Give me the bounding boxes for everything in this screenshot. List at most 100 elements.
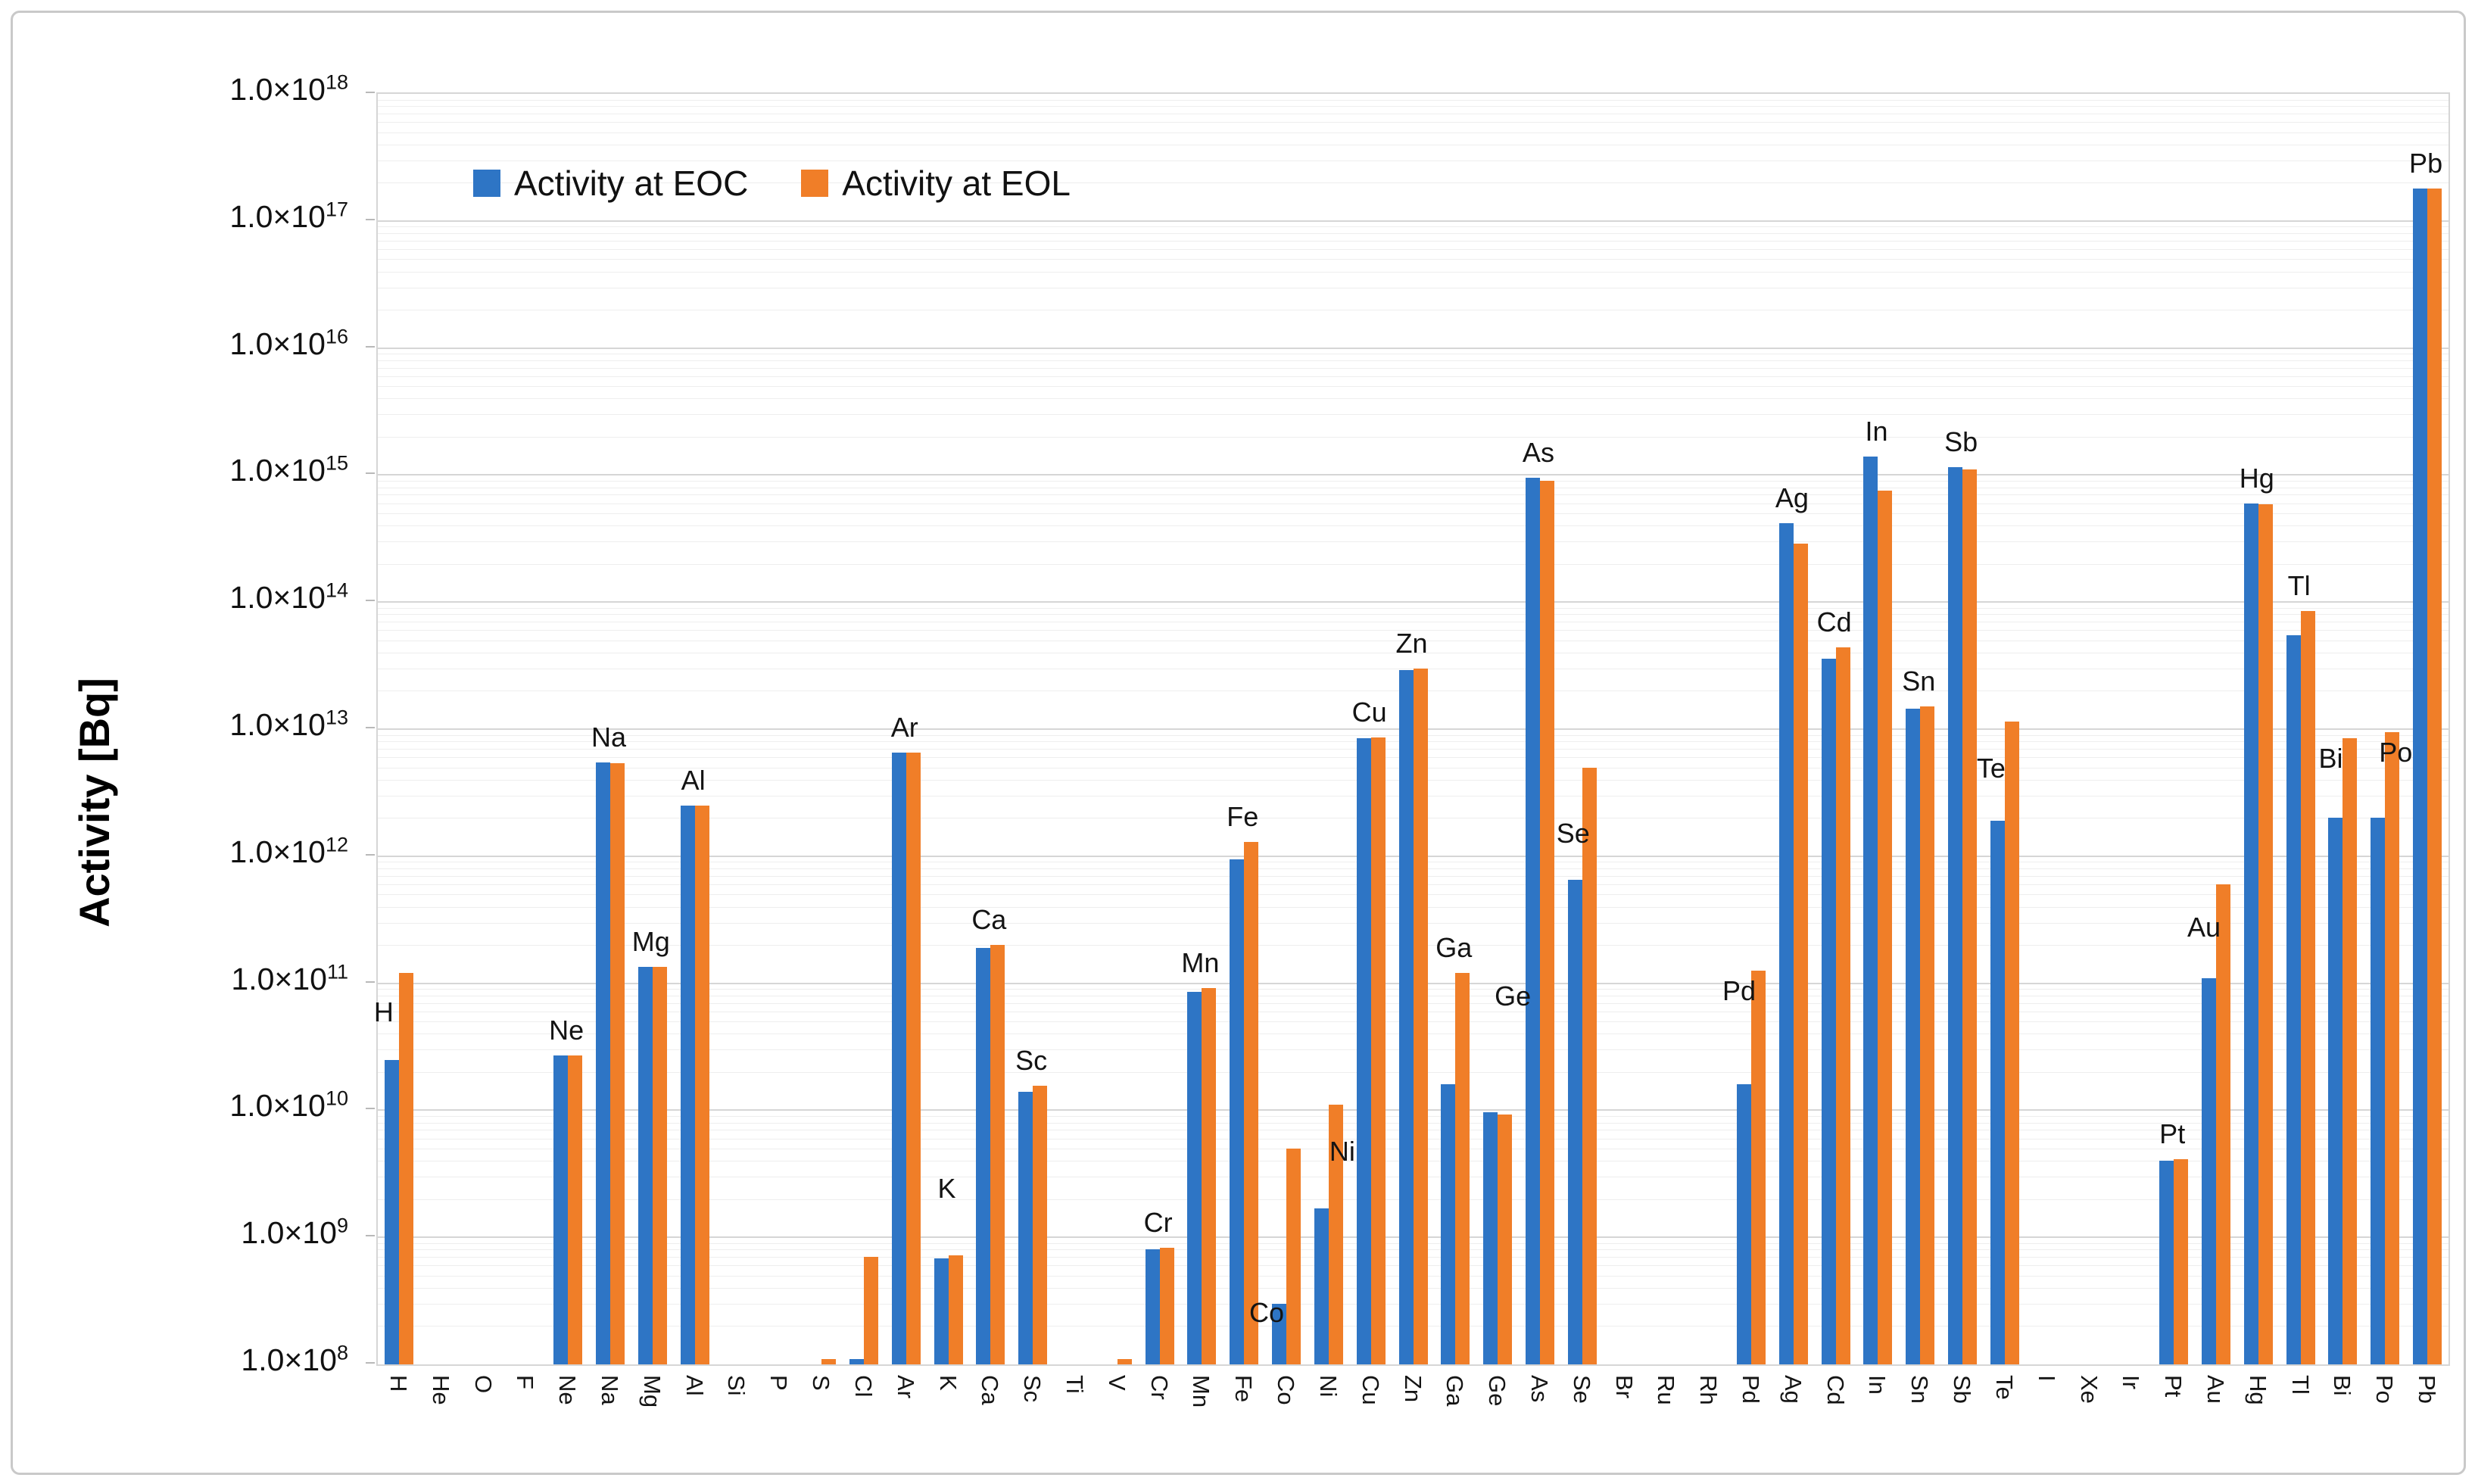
- x-axis-tick-label: Br: [1610, 1375, 1638, 1398]
- x-axis-tick-label: Cd: [1822, 1375, 1849, 1405]
- x-axis-tick-label: Tl: [2286, 1375, 2314, 1395]
- bar-Al-eol: [694, 806, 709, 1364]
- element-label-Sb: Sb: [1944, 426, 1978, 458]
- bar-Cl-eol: [863, 1257, 878, 1364]
- gridline-major: [378, 347, 2449, 349]
- bar-K-eol: [948, 1255, 963, 1364]
- gridline-minor: [378, 494, 2449, 496]
- bar-As-eoc: [1525, 478, 1540, 1364]
- bar-Ca-eol: [990, 945, 1005, 1364]
- bar-Ca-eoc: [976, 947, 991, 1364]
- x-axis-tick-label: Sn: [1906, 1375, 1934, 1404]
- y-axis-tick-label: 1.0×109: [241, 1214, 348, 1251]
- bar-Sb-eoc: [1948, 467, 1963, 1364]
- gridline-minor: [378, 614, 2449, 616]
- y-axis-tick-label: 1.0×108: [241, 1341, 348, 1377]
- bar-Ar-eoc: [891, 753, 906, 1364]
- element-label-Cr: Cr: [1143, 1206, 1173, 1238]
- bar-Te-eol: [2004, 721, 2019, 1364]
- element-label-Fe: Fe: [1227, 800, 1259, 832]
- x-axis-tick-label: Al: [681, 1375, 708, 1396]
- y-axis-tick-mark: [366, 600, 375, 602]
- element-label-Sc: Sc: [1015, 1045, 1048, 1077]
- x-axis-tick-label: Sb: [1949, 1375, 1976, 1404]
- x-axis-tick-label: Sc: [1019, 1375, 1046, 1403]
- gridline-minor: [378, 436, 2449, 438]
- bar-Mn-eoc: [1187, 992, 1202, 1364]
- gridline-minor: [378, 249, 2449, 251]
- bar-Te-eoc: [1990, 821, 2005, 1364]
- gridline-minor: [378, 414, 2449, 416]
- x-axis-tick-label: Cr: [1146, 1375, 1173, 1400]
- gridline-minor: [378, 233, 2449, 235]
- gridline-minor: [378, 386, 2449, 388]
- bar-Sb-eol: [1962, 469, 1978, 1364]
- x-axis-tick-label: He: [427, 1375, 454, 1405]
- element-label-Pt: Pt: [2159, 1118, 2186, 1150]
- bar-As-eol: [1539, 481, 1554, 1364]
- bar-Cl-eoc: [849, 1359, 864, 1364]
- plot-area: [376, 92, 2450, 1366]
- y-axis-tick-mark: [366, 1108, 375, 1110]
- element-label-Cu: Cu: [1351, 696, 1387, 728]
- gridline-minor: [378, 226, 2449, 228]
- bar-Ni-eoc: [1314, 1208, 1329, 1364]
- x-axis-tick-label: F: [512, 1375, 539, 1389]
- bar-Ag-eol: [1793, 543, 1808, 1364]
- element-label-Po: Po: [2379, 736, 2413, 768]
- element-label-Al: Al: [681, 765, 706, 797]
- x-axis-tick-label: Ar: [892, 1375, 919, 1398]
- bar-Po-eol: [2385, 731, 2400, 1364]
- bar-Hg-eoc: [2243, 503, 2258, 1364]
- bar-Ne-eol: [568, 1055, 583, 1364]
- x-axis-tick-label: V: [1103, 1375, 1130, 1391]
- gridline-minor: [378, 525, 2449, 527]
- element-label-Pb: Pb: [2409, 147, 2443, 179]
- y-axis-tick-mark: [366, 727, 375, 728]
- bar-Ge-eoc: [1483, 1111, 1498, 1364]
- x-axis-tick-label: Mg: [638, 1375, 666, 1408]
- bar-Al-eoc: [680, 806, 695, 1364]
- element-label-Pd: Pd: [1722, 975, 1757, 1007]
- element-label-Ni: Ni: [1329, 1136, 1355, 1168]
- bar-Ga-eol: [1455, 973, 1470, 1364]
- gridline-minor: [378, 132, 2449, 133]
- bar-Bi-eoc: [2328, 818, 2343, 1364]
- bar-Ne-eoc: [553, 1055, 569, 1364]
- element-label-K: K: [937, 1173, 956, 1205]
- bar-Cr-eoc: [1145, 1249, 1160, 1364]
- bar-Co-eoc: [1272, 1303, 1287, 1364]
- gridline-minor: [378, 541, 2449, 543]
- gridline-minor: [378, 240, 2449, 242]
- bar-Pt-eoc: [2159, 1161, 2174, 1364]
- bar-H-eoc: [384, 1059, 399, 1364]
- bar-Hg-eol: [2258, 504, 2273, 1364]
- y-axis-tick-label: 1.0×1018: [229, 70, 348, 107]
- bar-Fe-eol: [1244, 841, 1259, 1364]
- element-label-Ag: Ag: [1775, 482, 1809, 513]
- x-axis-tick-label: Ag: [1779, 1375, 1806, 1404]
- gridline-minor: [378, 271, 2449, 273]
- x-axis-tick-label: Ru: [1653, 1375, 1680, 1405]
- x-axis-tick-label: I: [2033, 1375, 2060, 1382]
- bar-Ga-eoc: [1441, 1084, 1456, 1364]
- gridline-major: [378, 601, 2449, 603]
- x-axis-tick-label: Ca: [977, 1375, 1004, 1405]
- element-label-Zn: Zn: [1395, 627, 1428, 659]
- x-axis-tick-label: Cl: [849, 1375, 877, 1398]
- element-label-Na: Na: [591, 721, 626, 753]
- bar-Pb-eol: [2427, 188, 2442, 1364]
- bar-Cr-eol: [1159, 1247, 1174, 1364]
- gridline-minor: [378, 376, 2449, 377]
- bar-V-eol: [1117, 1359, 1132, 1364]
- bar-Sc-eol: [1033, 1086, 1048, 1364]
- legend-label-eol: Activity at EOL: [842, 164, 1071, 203]
- x-axis-tick-label: Pb: [2414, 1375, 2441, 1404]
- x-axis-tick-label: Te: [1990, 1375, 2018, 1400]
- x-axis-tick-label: Na: [596, 1375, 623, 1405]
- x-axis-tick-label: O: [469, 1375, 497, 1394]
- x-axis-tick-label: Xe: [2075, 1375, 2103, 1404]
- y-axis-tick-mark: [366, 853, 375, 856]
- element-label-Co: Co: [1249, 1296, 1285, 1328]
